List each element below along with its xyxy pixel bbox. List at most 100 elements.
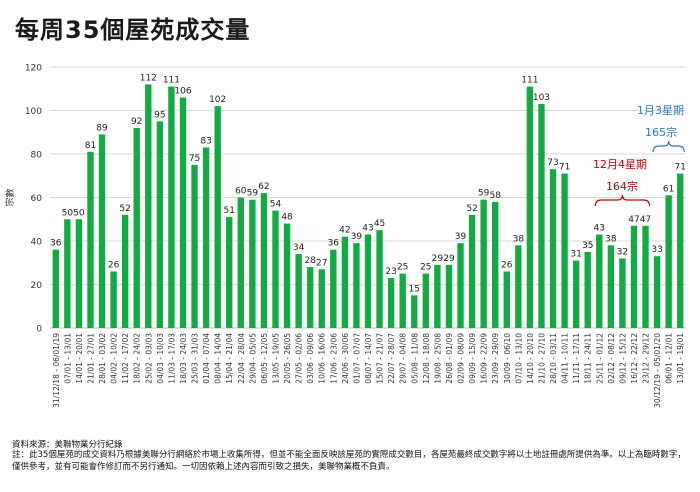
x-tick-label: 24/06 - 30/06: [341, 333, 350, 384]
x-tick-label: 04/02 - 10/02: [110, 333, 119, 384]
bar-value-label: 26: [501, 260, 513, 270]
y-tick-label: 60: [31, 194, 43, 204]
x-tick-label: 25/02 - 03/03: [144, 333, 153, 384]
bar: [202, 147, 210, 328]
bar-value-label: 28: [304, 256, 316, 266]
bar-value-label: 43: [362, 223, 373, 233]
bar: [307, 267, 314, 328]
bar: [515, 245, 522, 328]
bar: [179, 97, 187, 328]
x-tick-label: 22/07 - 28/07: [387, 333, 396, 384]
bar: [353, 243, 360, 328]
x-tick-label: 25/11 - 01/12: [595, 333, 604, 384]
x-tick-label: 09/12 - 15/12: [618, 333, 627, 384]
x-tick-label: 04/11 - 10/11: [561, 333, 570, 384]
bar-value-label: 102: [209, 95, 226, 105]
bar-value-label: 23: [385, 267, 396, 277]
bar-value-label: 71: [674, 163, 685, 173]
bar-value-label: 47: [640, 215, 651, 225]
bar-value-label: 39: [351, 232, 363, 242]
bar: [283, 223, 291, 328]
bar-value-label: 38: [513, 234, 525, 244]
x-tick-label: 30/12/19 - 05/01/20: [653, 333, 662, 408]
x-tick-label: 21/10 - 27/10: [537, 333, 546, 384]
bar-value-label: 58: [489, 191, 501, 201]
bar-value-label: 103: [533, 93, 550, 103]
bar: [145, 84, 152, 329]
bar-value-label: 71: [559, 163, 570, 173]
bar: [596, 234, 603, 328]
disclaimer-note: 註：此35個屋苑的成交資料乃根據美聯分行網絡於市場上收集所得，但並不能全面反映該…: [12, 450, 686, 472]
bar-value-label: 25: [397, 263, 408, 273]
bar-value-label: 36: [328, 239, 340, 249]
x-tick-label: 23/09 - 29/09: [491, 333, 500, 384]
bar: [584, 251, 591, 328]
december-total-label: 164宗: [606, 180, 638, 193]
bar: [330, 249, 337, 328]
bar-value-label: 32: [617, 247, 628, 257]
x-tick-label: 28/10 - 03/11: [549, 333, 558, 384]
x-tick-label: 16/09 - 22/09: [480, 333, 489, 384]
x-tick-label: 04/03 - 10/03: [156, 333, 165, 384]
bar: [214, 106, 221, 329]
bar-value-label: 59: [247, 189, 259, 199]
bar-value-label: 92: [131, 117, 142, 127]
bar: [387, 277, 395, 328]
y-tick-label: 120: [25, 64, 42, 74]
bar: [272, 210, 279, 328]
bar-value-label: 43: [594, 223, 605, 233]
y-tick-label: 100: [25, 107, 42, 117]
bar: [538, 103, 545, 328]
x-tick-label: 09/09 - 15/09: [468, 333, 477, 384]
bar-value-label: 95: [154, 110, 165, 120]
x-tick-label: 05/08 - 11/08: [410, 333, 419, 384]
bar-value-label: 36: [50, 239, 62, 249]
x-tick-label: 07/01 - 13/01: [63, 333, 72, 384]
bar: [249, 199, 256, 328]
bar-value-label: 26: [108, 260, 120, 270]
bar: [376, 230, 383, 328]
x-tick-label: 23/12 - 29/12: [642, 333, 651, 384]
x-tick-label: 31/12/18 - 06/01/19: [52, 333, 61, 408]
x-tick-label: 06/01 - 12/01: [665, 333, 674, 384]
bar-value-label: 42: [339, 226, 350, 236]
bar: [399, 273, 406, 328]
bar: [168, 86, 175, 328]
y-tick-label: 80: [31, 151, 43, 161]
x-tick-label: 15/07 - 21/07: [376, 333, 385, 384]
bar: [364, 234, 372, 328]
bar: [468, 214, 476, 328]
bar-value-label: 81: [85, 141, 96, 151]
bar-value-label: 62: [258, 182, 269, 192]
x-tick-label: 03/06 - 09/06: [306, 333, 315, 384]
bar-value-label: 54: [270, 200, 282, 210]
bar-value-label: 111: [521, 76, 538, 86]
bar-value-label: 52: [119, 204, 130, 214]
bar: [98, 134, 106, 328]
bar-value-label: 75: [189, 154, 200, 164]
bar: [121, 214, 129, 328]
x-tick-label: 30/09 - 06/10: [503, 333, 512, 384]
bar-value-label: 45: [374, 219, 385, 229]
january-total-label: 165宗: [645, 126, 677, 139]
bar: [607, 245, 615, 328]
x-tick-label: 22/04 - 28/04: [237, 333, 246, 384]
bar: [653, 256, 661, 328]
x-tick-label: 01/07 - 07/07: [352, 333, 361, 384]
bars: [52, 84, 684, 329]
bar: [422, 273, 429, 328]
bar: [677, 173, 684, 328]
data-source: 資料來源：美聯物業分行紀錄: [12, 440, 123, 450]
x-tick-label: 02/09 - 08/09: [457, 333, 466, 384]
bar: [619, 258, 626, 328]
bar: [457, 243, 464, 328]
x-tick-label: 21/01 - 27/01: [86, 333, 95, 384]
bar: [561, 173, 568, 328]
bar: [445, 264, 453, 328]
x-tick-label: 18/03 - 24/03: [179, 333, 188, 384]
bar-value-label: 38: [605, 234, 617, 244]
bar: [226, 217, 233, 328]
bar-value-label: 15: [409, 284, 420, 294]
bar-value-label: 60: [235, 187, 247, 197]
bar: [318, 269, 325, 328]
